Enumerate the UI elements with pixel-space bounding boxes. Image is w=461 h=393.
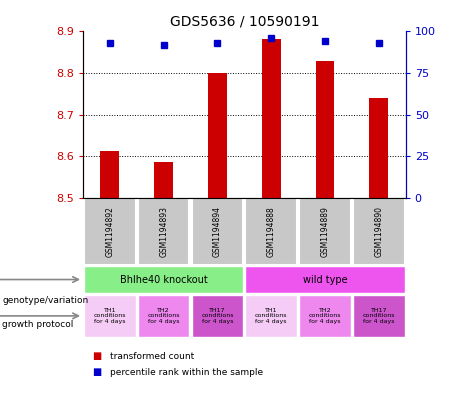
Text: percentile rank within the sample: percentile rank within the sample [110, 368, 263, 376]
Bar [262, 39, 281, 198]
Bar [245, 198, 297, 264]
Text: TH2
conditions
for 4 days: TH2 conditions for 4 days [309, 308, 341, 324]
Bar [316, 61, 334, 198]
Bar [353, 295, 405, 337]
Text: TH1
conditions
for 4 days: TH1 conditions for 4 days [94, 308, 126, 324]
Bar [192, 295, 243, 337]
Bar [138, 295, 189, 337]
Text: growth protocol: growth protocol [2, 320, 74, 329]
Bar [154, 162, 173, 198]
Bar [353, 198, 405, 264]
Text: genotype/variation: genotype/variation [2, 296, 89, 305]
Bar [208, 73, 227, 198]
Text: TH2
conditions
for 4 days: TH2 conditions for 4 days [148, 308, 180, 324]
Text: GSM1194890: GSM1194890 [374, 206, 383, 257]
Bar [369, 98, 388, 198]
Bar [299, 198, 351, 264]
Text: GSM1194893: GSM1194893 [159, 206, 168, 257]
Bar [299, 295, 351, 337]
Text: TH17
conditions
for 4 days: TH17 conditions for 4 days [362, 308, 395, 324]
Text: GSM1194894: GSM1194894 [213, 206, 222, 257]
Bar [84, 198, 136, 264]
Title: GDS5636 / 10590191: GDS5636 / 10590191 [170, 15, 319, 29]
Bar [84, 266, 243, 293]
Bar [138, 198, 189, 264]
Text: GSM1194892: GSM1194892 [106, 206, 114, 257]
Text: GSM1194889: GSM1194889 [320, 206, 330, 257]
Text: TH17
conditions
for 4 days: TH17 conditions for 4 days [201, 308, 234, 324]
Text: GSM1194888: GSM1194888 [267, 206, 276, 257]
Text: TH1
conditions
for 4 days: TH1 conditions for 4 days [255, 308, 288, 324]
Bar [84, 295, 136, 337]
Text: wild type: wild type [303, 275, 347, 285]
Bar [100, 151, 119, 198]
Text: transformed count: transformed count [110, 352, 194, 361]
Text: ■: ■ [92, 367, 101, 377]
Bar [245, 266, 405, 293]
Text: ■: ■ [92, 351, 101, 362]
Bar [245, 295, 297, 337]
Bar [192, 198, 243, 264]
Text: Bhlhe40 knockout: Bhlhe40 knockout [120, 275, 207, 285]
